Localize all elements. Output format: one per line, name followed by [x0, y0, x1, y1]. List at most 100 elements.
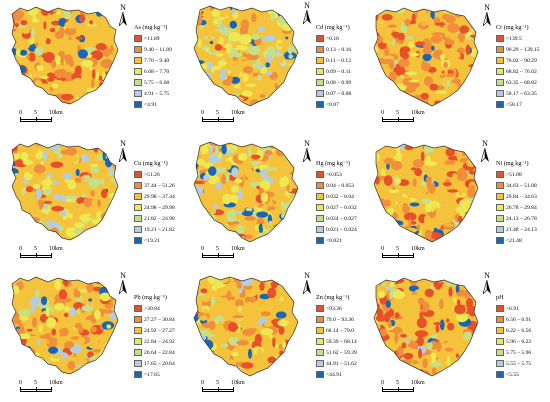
map-patch: [260, 169, 268, 179]
map-patch: [28, 43, 37, 52]
map-patch: [34, 42, 38, 47]
legend-label: 68.82 – 76.02: [506, 68, 537, 75]
map-patch: [64, 306, 71, 312]
map-patch: [299, 45, 306, 48]
map-patch: [427, 97, 431, 103]
map-patch: [210, 208, 217, 215]
map-patch: [486, 161, 492, 166]
map-patch: [475, 330, 478, 337]
map-patch: [12, 59, 17, 70]
legend-row: 17.65 – 20.64: [134, 358, 184, 369]
map-patch: [455, 279, 459, 285]
legend-label: 0.021 – 0.024: [326, 226, 357, 233]
legend-label: <44.91: [326, 371, 342, 378]
map-patch: [218, 36, 224, 46]
map-patch: [286, 71, 297, 80]
map-patch: [455, 231, 464, 237]
north-letter: N: [484, 271, 490, 280]
map-patch: [412, 33, 417, 45]
legend-row: 0.09 – 0.11: [316, 66, 366, 77]
legend-title: Cu (mg kg⁻¹): [134, 160, 168, 167]
map-patch: [302, 363, 307, 367]
map-patch: [251, 154, 261, 160]
map-patch: [379, 358, 387, 366]
map-patch: [194, 69, 201, 78]
map-patch: [210, 188, 224, 195]
map-patch: [374, 152, 381, 162]
map-patch: [275, 148, 285, 157]
map-patch: [455, 312, 469, 323]
region-boundary: [193, 5, 299, 107]
map-patch: [110, 227, 116, 234]
map-patch: [275, 311, 287, 319]
map-patch: [39, 93, 45, 104]
scale-tick: [398, 387, 399, 392]
map-patch: [205, 48, 209, 53]
map-patch: [387, 234, 391, 242]
map-patch: [195, 80, 203, 88]
map-patch: [76, 101, 83, 104]
map-patch: [44, 96, 56, 104]
map-patch: [374, 95, 380, 100]
map-patch: [291, 369, 297, 376]
map-patch: [12, 68, 17, 73]
map-patch: [381, 358, 390, 364]
map-patch: [390, 300, 399, 309]
map-patch: [304, 102, 314, 108]
map-patch: [238, 34, 252, 45]
scale-tick: [413, 253, 414, 258]
map-patch: [92, 69, 96, 80]
legend-swatch: [134, 171, 142, 178]
map-patch: [391, 186, 396, 190]
map-patch: [268, 55, 273, 64]
map-patch: [116, 62, 118, 67]
map-patch: [122, 205, 132, 215]
map-patch: [120, 313, 125, 322]
legend-label: 0.04 – 0.053: [326, 182, 354, 189]
legend-row: 0.021 – 0.024: [316, 224, 366, 235]
map-patch: [19, 368, 29, 374]
map-patch: [101, 189, 108, 199]
legend-row: 68.14 – 79.0: [316, 325, 366, 336]
map-patch: [286, 371, 291, 376]
map-patch: [403, 98, 414, 105]
legend-label: 5.75 – 5.96: [506, 349, 532, 356]
map-patch: [108, 233, 117, 240]
map-patch: [89, 20, 93, 25]
map-patch: [218, 321, 225, 325]
north-arrow-icon: [483, 12, 491, 26]
map-patch: [464, 231, 469, 241]
scale-label-5: 5: [34, 380, 37, 386]
map-patch: [114, 195, 118, 204]
map-patch: [474, 231, 478, 237]
map-patch: [95, 43, 107, 51]
legend-swatch: [316, 327, 324, 334]
map-patch: [194, 276, 207, 278]
map-patch: [32, 317, 38, 328]
map-patch: [119, 102, 123, 109]
map-patch: [482, 314, 488, 319]
scale-tick: [382, 387, 383, 392]
map-patch: [116, 344, 118, 349]
legend-row: 68.82 – 76.02: [496, 66, 546, 77]
map-patch: [45, 306, 50, 317]
map-patch: [399, 284, 403, 288]
map-patch: [400, 46, 411, 53]
scale-tick: [202, 117, 203, 122]
map-patch: [404, 18, 411, 27]
map-patch: [90, 78, 95, 89]
map-patch: [49, 10, 54, 15]
map-patch: [478, 52, 483, 61]
map-patch: [374, 66, 382, 72]
map-patch: [198, 95, 202, 99]
map-patch: [270, 239, 282, 242]
map-patch: [301, 191, 307, 198]
map-patch: [444, 314, 455, 319]
map-patch: [117, 171, 118, 178]
map-patch: [87, 149, 95, 158]
map-patch: [381, 89, 386, 98]
map-patch: [289, 221, 298, 225]
map-surface: [194, 6, 314, 108]
map-patch: [214, 44, 223, 51]
map-patch: [194, 354, 196, 364]
